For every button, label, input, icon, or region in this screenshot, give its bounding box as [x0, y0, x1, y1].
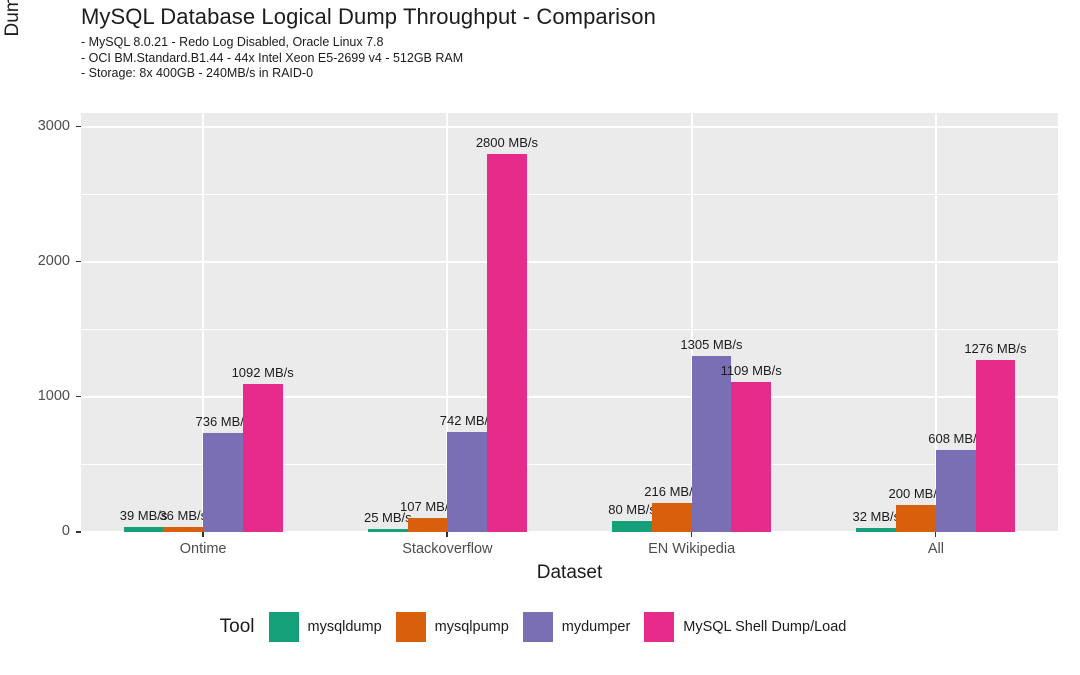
- legend-label: mysqlpump: [434, 619, 509, 635]
- gridline-major: [81, 531, 1058, 533]
- x-tick-mark: [690, 532, 693, 537]
- y-tick-label: 2000: [37, 252, 70, 269]
- legend-item[interactable]: mysqlpump: [395, 612, 509, 642]
- bar: [612, 521, 652, 532]
- legend-label: mysqldump: [307, 619, 382, 635]
- bar: [731, 382, 771, 532]
- x-tick-label-stackoverflow: Stackoverflow: [402, 541, 493, 557]
- legend-item[interactable]: MySQL Shell Dump/Load: [644, 612, 846, 642]
- legend-item[interactable]: mysqldump: [268, 612, 382, 642]
- x-tick-label-all: All: [927, 541, 944, 557]
- x-tick-mark: [202, 532, 204, 537]
- legend-items: mysqldump mysqlpump mydumper MySQL Shell Du…: [268, 612, 861, 642]
- bar-value-label: 36 MB/s: [159, 508, 208, 524]
- legend-label: mydumper: [561, 619, 631, 635]
- subtitle-line-1: - MySQL 8.0.21 - Redo Log Disabled, Orac…: [81, 35, 384, 49]
- legend-swatch-icon: [268, 612, 299, 642]
- legend-title: Tool: [219, 616, 255, 637]
- bar-value-label: 32 MB/s: [852, 508, 901, 524]
- bar-value-label: 1092 MB/s: [231, 365, 294, 381]
- y-tick-mark: [76, 531, 81, 533]
- bar-value-label: 742 MB/s: [439, 412, 495, 428]
- gridline-minor: [81, 329, 1058, 331]
- gridline-major: [81, 260, 1058, 263]
- bar: [935, 449, 976, 532]
- gridline-major: [81, 395, 1058, 398]
- bar-value-label: 25 MB/s: [363, 509, 412, 525]
- bar-value-label: 1276 MB/s: [964, 340, 1027, 356]
- bar: [163, 527, 204, 532]
- bar: [407, 517, 448, 532]
- chart-subtitle: - MySQL 8.0.21 - Redo Log Disabled, Orac…: [81, 35, 1041, 82]
- chart-title: MySQL Database Logical Dump Throughput -…: [81, 4, 656, 29]
- gridline-minor: [81, 194, 1058, 196]
- bar: [651, 502, 692, 532]
- title-block: MySQL Database Logical Dump Throughput -…: [81, 4, 1041, 82]
- bar: [242, 384, 283, 532]
- gridline-minor: [81, 464, 1058, 466]
- bar: [856, 527, 897, 532]
- gridline-vertical: [446, 113, 449, 532]
- x-axis-title: Dataset: [536, 562, 603, 583]
- legend-swatch-icon: [644, 612, 675, 642]
- bar: [896, 504, 936, 532]
- x-tick-label-ontime: Ontime: [179, 541, 227, 557]
- bar-value-label: 107 MB/s: [400, 498, 455, 514]
- legend-swatch-icon: [522, 612, 553, 642]
- gridline-major: [81, 125, 1058, 128]
- bar: [975, 359, 1016, 532]
- bar: [203, 432, 243, 532]
- subtitle-line-3: - Storage: 8x 400GB - 240MB/s in RAID-0: [81, 66, 314, 80]
- bar-value-label: 1305 MB/s: [680, 336, 743, 352]
- bar-value-label: 608 MB/s: [928, 430, 984, 446]
- bar: [691, 355, 732, 532]
- plot-panel: 39 MB/s 36 MB/s 736 MB/s 1092 MB/s 25 MB/s 10…: [81, 113, 1058, 533]
- legend-swatch-icon: [395, 612, 426, 642]
- gridline-vertical: [934, 113, 937, 532]
- y-tick-mark: [76, 125, 81, 128]
- x-tick-mark: [934, 532, 937, 537]
- bar-value-label: 1109 MB/s: [720, 363, 782, 379]
- x-tick-label-en-wikipedia: EN Wikipedia: [648, 541, 736, 557]
- bar-value-label: 736 MB/s: [195, 413, 251, 429]
- bar-value-label: 200 MB/s: [888, 485, 944, 501]
- bar-value-label: 2800 MB/s: [475, 134, 538, 150]
- bar: [123, 526, 164, 532]
- legend: Tool mysqldump mysqlpump mydumper MySQL She…: [0, 612, 1080, 642]
- gridline-vertical: [690, 113, 693, 532]
- bar-value-label: 80 MB/s: [608, 502, 656, 518]
- y-tick-label: 0: [61, 523, 70, 539]
- bar: [367, 528, 408, 532]
- y-tick-mark: [76, 395, 81, 398]
- legend-label: MySQL Shell Dump/Load: [683, 619, 847, 635]
- x-tick-mark: [446, 532, 448, 537]
- bar: [447, 431, 488, 532]
- bar-value-label: 216 MB/s: [644, 483, 700, 499]
- bar-value-label: 39 MB/s: [119, 507, 168, 523]
- bar: [487, 153, 527, 532]
- y-tick-label: 3000: [37, 117, 70, 134]
- gridline-vertical: [202, 113, 205, 532]
- legend-item[interactable]: mydumper: [522, 612, 631, 642]
- subtitle-line-2: - OCI BM.Standard.B1.44 - 44x Intel Xeon…: [81, 50, 464, 65]
- y-tick-label: 1000: [37, 387, 70, 404]
- y-tick-mark: [76, 260, 81, 263]
